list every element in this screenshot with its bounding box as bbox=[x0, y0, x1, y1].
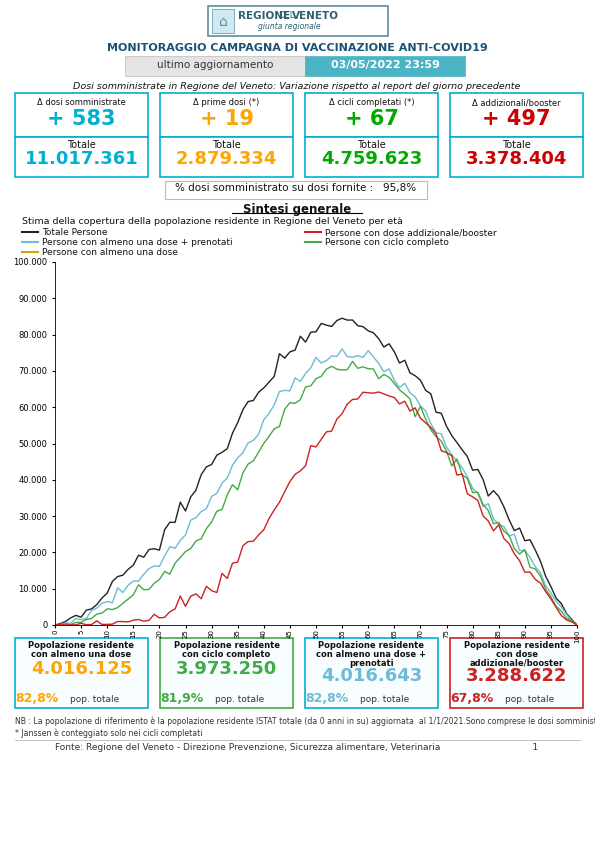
Text: Dosi somministrate in Regione del Veneto: Variazione rispetto al report del gior: Dosi somministrate in Regione del Veneto… bbox=[73, 82, 521, 91]
Text: MONITORAGGIO CAMPAGNA DI VACCINAZIONE ANTI-COVID19: MONITORAGGIO CAMPAGNA DI VACCINAZIONE AN… bbox=[107, 43, 487, 53]
Text: Persone con almeno una dose + prenotati: Persone con almeno una dose + prenotati bbox=[42, 238, 233, 247]
Text: + 497: + 497 bbox=[483, 109, 551, 129]
Text: Totale: Totale bbox=[502, 140, 531, 150]
Text: 03/05/2022 23:59: 03/05/2022 23:59 bbox=[331, 60, 440, 70]
Bar bbox=[305, 93, 438, 137]
Text: Fonte: Regione del Veneto - Direzione Prevenzione, Sicurezza alimentare, Veterin: Fonte: Regione del Veneto - Direzione Pr… bbox=[55, 743, 538, 752]
Text: Popolazione residente: Popolazione residente bbox=[174, 641, 280, 650]
Text: Totale Persone: Totale Persone bbox=[42, 228, 108, 237]
Text: pop. totale: pop. totale bbox=[505, 695, 555, 704]
Text: Popolazione residente: Popolazione residente bbox=[29, 641, 134, 650]
Bar bbox=[15, 93, 148, 137]
Text: giunta regionale: giunta regionale bbox=[258, 22, 321, 31]
Text: * Janssen è conteggiato solo nei cicli completati: * Janssen è conteggiato solo nei cicli c… bbox=[15, 729, 202, 738]
Text: 82,8%: 82,8% bbox=[15, 692, 59, 705]
Bar bbox=[450, 638, 583, 708]
Text: Sintesi generale: Sintesi generale bbox=[243, 203, 351, 216]
Text: con ciclo completo: con ciclo completo bbox=[183, 650, 271, 659]
Text: Δ prime dosi (*): Δ prime dosi (*) bbox=[193, 98, 259, 107]
Bar bbox=[160, 137, 293, 177]
Text: 67,8%: 67,8% bbox=[450, 692, 494, 705]
Text: ⌂: ⌂ bbox=[218, 15, 227, 29]
Text: 3.973.250: 3.973.250 bbox=[176, 660, 277, 678]
Text: Totale: Totale bbox=[212, 140, 241, 150]
Text: prenotati: prenotati bbox=[349, 659, 394, 668]
Bar bbox=[305, 137, 438, 177]
Bar bbox=[125, 56, 305, 76]
Text: 81,9%: 81,9% bbox=[161, 692, 203, 705]
Bar bbox=[208, 6, 388, 36]
Text: + 19: + 19 bbox=[199, 109, 253, 129]
Text: pop. totale: pop. totale bbox=[70, 695, 120, 704]
Text: Totale: Totale bbox=[67, 140, 96, 150]
Bar bbox=[165, 181, 427, 199]
Text: NB : La popolazione di riferimento è la popolazione residente ISTAT totale (da 0: NB : La popolazione di riferimento è la … bbox=[15, 716, 595, 726]
Text: Δ dosi somministrate: Δ dosi somministrate bbox=[37, 98, 126, 107]
Bar bbox=[305, 56, 465, 76]
Bar bbox=[15, 638, 148, 708]
Text: REGIONE: REGIONE bbox=[238, 11, 290, 21]
Text: ultimo aggiornamento: ultimo aggiornamento bbox=[157, 60, 273, 70]
Text: Popolazione residente: Popolazione residente bbox=[318, 641, 424, 650]
Text: Δ cicli completati (*): Δ cicli completati (*) bbox=[328, 98, 414, 107]
Bar bbox=[160, 638, 293, 708]
Text: 82,8%: 82,8% bbox=[305, 692, 349, 705]
Text: Δ addizionali/booster: Δ addizionali/booster bbox=[472, 98, 561, 107]
Text: 4.016.125: 4.016.125 bbox=[31, 660, 132, 678]
Text: + 67: + 67 bbox=[345, 109, 399, 129]
Text: % dosi somministrato su dosi fornite :   95,8%: % dosi somministrato su dosi fornite : 9… bbox=[176, 183, 416, 193]
Text: 3.288.622: 3.288.622 bbox=[466, 667, 567, 685]
Bar bbox=[160, 93, 293, 137]
Text: 3.378.404: 3.378.404 bbox=[466, 150, 567, 168]
Text: VENETO: VENETO bbox=[292, 11, 339, 21]
Bar bbox=[305, 638, 438, 708]
Text: Persone con ciclo completo: Persone con ciclo completo bbox=[325, 238, 449, 247]
Bar bbox=[450, 93, 583, 137]
Text: Stima della copertura della popolazione residente in Regione del Veneto per età: Stima della copertura della popolazione … bbox=[22, 217, 403, 226]
Bar bbox=[15, 137, 148, 177]
Text: con almeno una dose +: con almeno una dose + bbox=[317, 650, 427, 659]
Text: 2.879.334: 2.879.334 bbox=[176, 150, 277, 168]
Text: Persone con almeno una dose: Persone con almeno una dose bbox=[42, 248, 178, 257]
Text: + 583: + 583 bbox=[47, 109, 116, 129]
Bar bbox=[450, 137, 583, 177]
Text: pop. totale: pop. totale bbox=[215, 695, 265, 704]
Text: 4.016.643: 4.016.643 bbox=[321, 667, 422, 685]
Text: con almeno una dose: con almeno una dose bbox=[32, 650, 131, 659]
Text: pop. totale: pop. totale bbox=[361, 695, 409, 704]
Text: Totale: Totale bbox=[357, 140, 386, 150]
Bar bbox=[212, 9, 234, 33]
Text: 4.759.623: 4.759.623 bbox=[321, 150, 422, 168]
Text: DEL: DEL bbox=[278, 11, 295, 20]
Text: 11.017.361: 11.017.361 bbox=[24, 150, 139, 168]
Text: con dose: con dose bbox=[496, 650, 537, 659]
Text: addizionale/booster: addizionale/booster bbox=[469, 659, 563, 668]
Text: Popolazione residente: Popolazione residente bbox=[464, 641, 569, 650]
Text: Persone con dose addizionale/booster: Persone con dose addizionale/booster bbox=[325, 228, 497, 237]
